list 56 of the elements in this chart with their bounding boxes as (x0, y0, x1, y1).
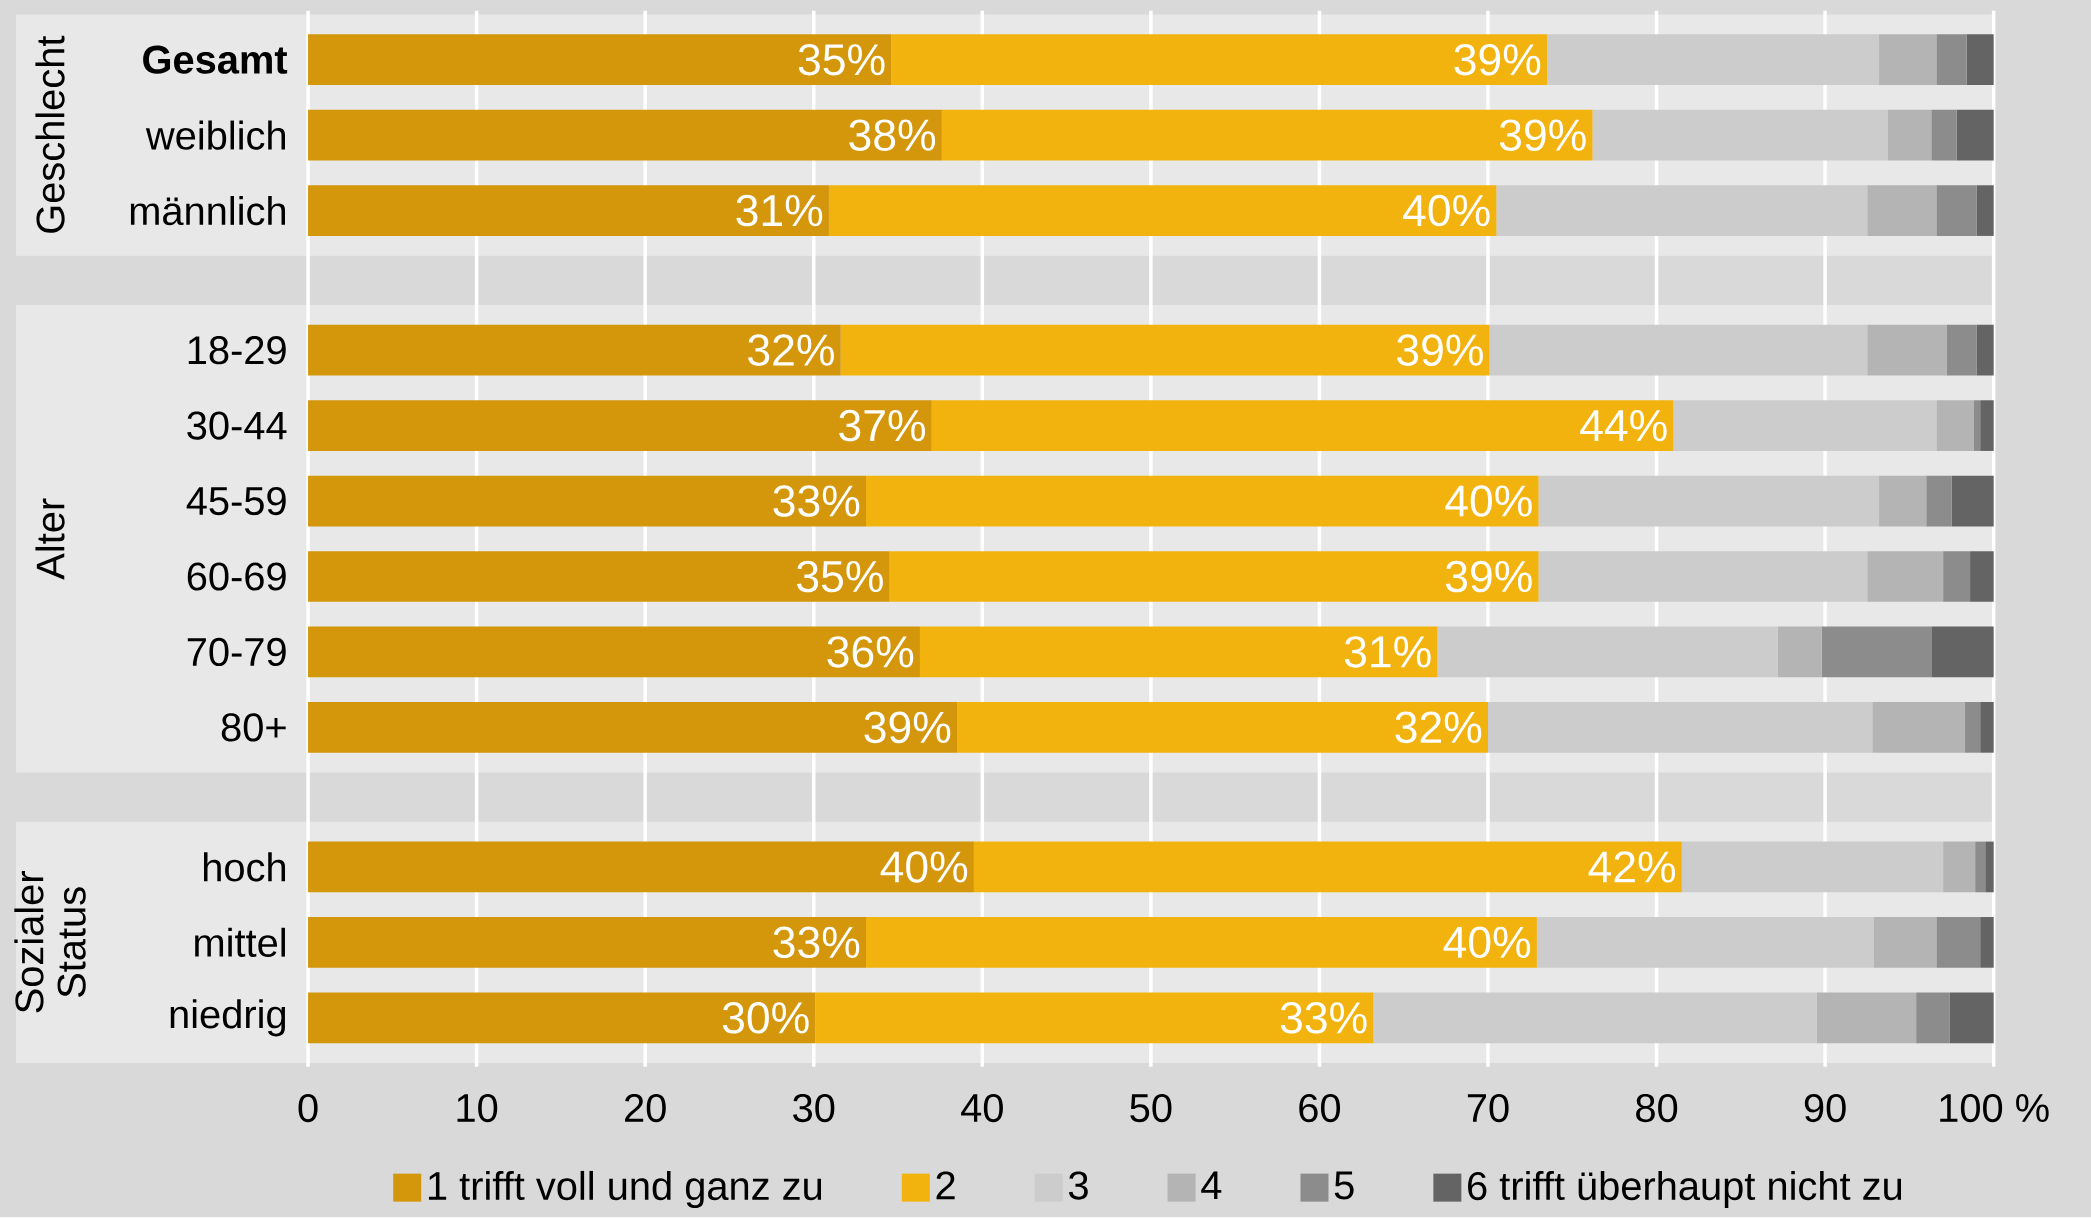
data-label: 31% (1344, 636, 1431, 668)
data-label: 33% (773, 926, 860, 959)
y-tick-label: 70-79 (187, 638, 286, 667)
x-tick-label: 60 (1299, 1094, 1341, 1123)
y-tick-label: Gesamt (143, 45, 288, 75)
data-label: 30% (722, 1002, 809, 1034)
data-label: 40% (880, 851, 968, 883)
legend-label: 3 (1068, 1171, 1088, 1200)
x-tick-label: 10 (457, 1094, 498, 1123)
x-tick-label: 70 (1467, 1094, 1509, 1123)
y-tick-label: 18-29 (188, 336, 286, 365)
data-label: 31% (736, 195, 823, 227)
y-tick-label: 60-69 (187, 562, 286, 591)
data-label: 33% (773, 485, 860, 518)
legend-label: 2 (936, 1171, 955, 1200)
y-tick-label: 45-59 (186, 487, 286, 516)
data-label: 39% (1499, 119, 1586, 152)
x-tick-label: 40 (961, 1094, 1003, 1123)
data-label: 39% (1445, 560, 1532, 593)
text: Sozialer Status (14, 871, 86, 1013)
data-label: 40% (1445, 485, 1532, 518)
legend-label: 5 (1334, 1171, 1354, 1200)
data-label: 38% (849, 119, 936, 152)
x-tick-label: 100 % (1940, 1094, 2049, 1123)
x-tick-label: 50 (1130, 1094, 1172, 1123)
data-label: 44% (1580, 410, 1667, 442)
data-label: 32% (748, 334, 834, 367)
data-label: 40% (1443, 926, 1531, 959)
legend-label: 6 trifft überhaupt nicht zu (1468, 1171, 1902, 1209)
y-tick-label: hoch (204, 852, 286, 882)
data-label: 39% (1397, 334, 1483, 367)
data-label: 35% (798, 44, 885, 76)
x-tick-label: 30 (793, 1094, 835, 1123)
legend-label: 4 (1201, 1171, 1222, 1200)
data-label: 42% (1588, 851, 1676, 883)
data-label: 39% (1454, 44, 1541, 76)
x-tick-label: 80 (1636, 1094, 1678, 1123)
data-label: 40% (1403, 195, 1490, 227)
text: Geschlecht (35, 36, 65, 234)
data-label: 36% (827, 636, 914, 668)
data-label: 32% (1395, 711, 1482, 744)
data-label: 39% (864, 711, 951, 744)
x-tick-label: 0 (298, 1094, 318, 1123)
y-tick-label: männlich (130, 196, 286, 226)
y-tick-label: 30-44 (187, 411, 287, 440)
data-label: 35% (797, 560, 883, 593)
data-label: 37% (839, 410, 926, 442)
y-tick-label: niedrig (170, 999, 286, 1037)
y-tick-label: weiblich (145, 120, 285, 151)
y-tick-label: 80+ (221, 713, 286, 742)
text: Alter (35, 498, 65, 580)
x-tick-label: 20 (625, 1094, 666, 1123)
legend-label: 1 trifft voll und ganz zu (428, 1171, 822, 1209)
x-tick-label: 90 (1804, 1094, 1846, 1123)
y-tick-label: mittel (195, 928, 285, 958)
data-label: 33% (1280, 1002, 1367, 1034)
